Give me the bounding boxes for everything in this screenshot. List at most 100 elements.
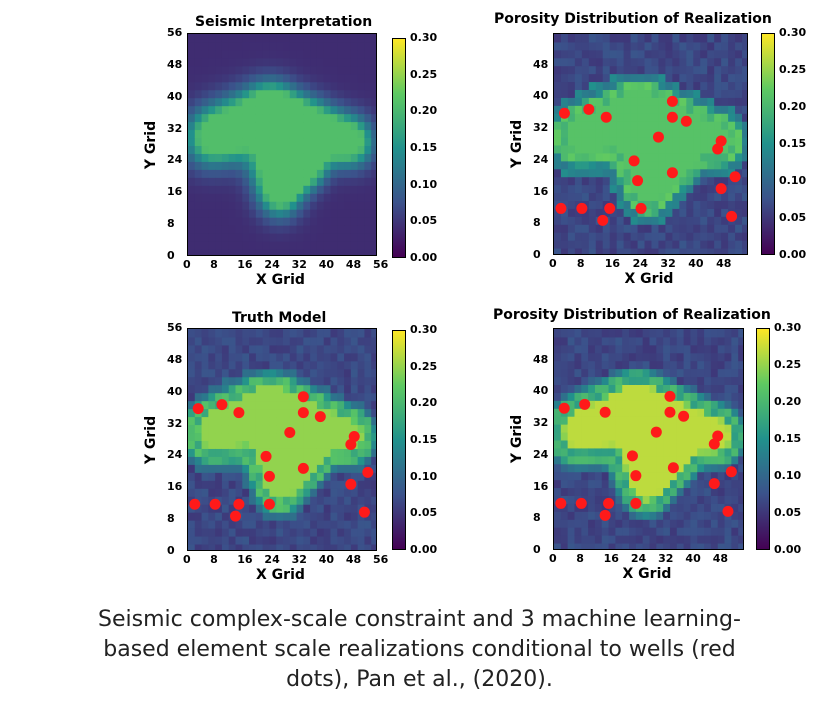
heatmap-cell — [635, 479, 644, 489]
heatmap-cell — [201, 89, 209, 99]
heatmap-cell — [560, 376, 569, 385]
heatmap-cell — [344, 448, 352, 457]
heatmap-cell — [704, 329, 712, 338]
heatmap-cell — [330, 512, 338, 521]
heatmap-cell — [289, 456, 298, 465]
heatmap-cell — [567, 232, 576, 241]
heatmap-cell — [560, 34, 569, 43]
heatmap-cell — [289, 34, 298, 43]
heatmap-cell — [296, 137, 304, 146]
heatmap-cell — [194, 201, 203, 210]
heatmap-cell — [637, 113, 646, 122]
heatmap-cell — [235, 440, 243, 449]
heatmap-cell — [567, 248, 576, 254]
heatmap-cell — [316, 65, 325, 75]
heatmap-cell — [316, 329, 325, 338]
heatmap-cell — [310, 34, 318, 43]
heatmap-cell — [289, 153, 298, 162]
heatmap-cell — [622, 360, 630, 370]
heatmap-cell — [704, 400, 712, 409]
heatmap-cell — [194, 161, 203, 170]
heatmap-cell — [235, 161, 243, 170]
heatmap-cell — [269, 408, 277, 418]
heatmap-cell — [276, 209, 284, 218]
heatmap-cell — [567, 65, 576, 75]
heatmap-cell — [221, 145, 230, 154]
heatmap-cell — [344, 504, 352, 513]
heatmap-cell — [289, 544, 298, 550]
heatmap-cell — [574, 400, 582, 409]
heatmap-cell — [581, 121, 590, 130]
heatmap-cell — [669, 543, 678, 549]
well-dot — [725, 466, 737, 478]
heatmap-cell — [686, 49, 694, 59]
heatmap-cell — [188, 233, 196, 242]
heatmap-cell — [663, 400, 671, 409]
heatmap-svg — [188, 34, 376, 255]
heatmap-cell — [228, 57, 236, 67]
heatmap-cell — [371, 464, 376, 473]
heatmap-cell — [588, 224, 597, 233]
heatmap-cell — [697, 329, 705, 338]
heatmap-cell — [637, 121, 646, 130]
well-dot — [652, 131, 664, 143]
heatmap-svg — [554, 329, 743, 549]
heatmap-cell — [269, 217, 277, 226]
heatmap-cell — [623, 192, 632, 201]
well-dot — [680, 115, 692, 127]
heatmap-cell — [289, 336, 298, 346]
heatmap-cell — [651, 168, 659, 178]
heatmap-cell — [276, 392, 284, 402]
heatmap-svg — [188, 329, 376, 550]
heatmap-cell — [679, 89, 687, 98]
heatmap-cell — [567, 511, 575, 520]
heatmap-cell — [588, 41, 597, 51]
heatmap-cell — [560, 208, 569, 217]
heatmap-cell — [686, 248, 694, 254]
heatmap-cell — [208, 225, 216, 234]
heatmap-cell — [623, 105, 632, 114]
heatmap-cell — [344, 368, 352, 378]
heatmap-cell — [194, 34, 203, 43]
heatmap-cell — [235, 89, 243, 99]
heatmap-cell — [697, 440, 705, 449]
well-dot — [555, 202, 567, 214]
heatmap-cell — [683, 424, 691, 433]
heatmap-cell — [296, 81, 304, 91]
heatmap-cell — [323, 360, 331, 370]
heatmap-cell — [602, 34, 611, 43]
heatmap-cell — [337, 153, 345, 162]
heatmap-cell — [296, 432, 304, 441]
heatmap-cell — [357, 169, 365, 178]
heatmap-cell — [303, 528, 311, 537]
heatmap-cell — [595, 145, 604, 154]
heatmap-cell — [635, 336, 644, 346]
heatmap-cell — [623, 168, 632, 178]
heatmap-cell — [323, 488, 331, 497]
heatmap-cell — [371, 34, 376, 43]
heatmap-cell — [242, 169, 250, 178]
heatmap-cell — [615, 471, 623, 481]
heatmap-cell — [637, 57, 646, 67]
heatmap-cell — [364, 512, 372, 521]
heatmap-cell — [296, 360, 304, 370]
heatmap-cell — [560, 455, 569, 465]
heatmap-cell — [323, 456, 331, 465]
heatmap-cell — [323, 496, 331, 505]
heatmap-cell — [269, 241, 277, 250]
heatmap-cell — [283, 488, 291, 497]
heatmap-cell — [242, 384, 250, 394]
heatmap-cell — [635, 455, 644, 465]
heatmap-cell — [303, 121, 311, 131]
heatmap-cell — [595, 160, 604, 170]
heatmap-cell — [310, 161, 318, 170]
heatmap-cell — [303, 57, 311, 67]
heatmap-cell — [303, 217, 311, 226]
heatmap-cell — [644, 41, 652, 51]
heatmap-cell — [330, 97, 338, 107]
heatmap-cell — [255, 193, 264, 202]
heatmap-cell — [323, 185, 331, 194]
heatmap-cell — [588, 400, 596, 409]
y-tick-label: 56 — [167, 26, 183, 39]
heatmap-cell — [330, 464, 338, 473]
